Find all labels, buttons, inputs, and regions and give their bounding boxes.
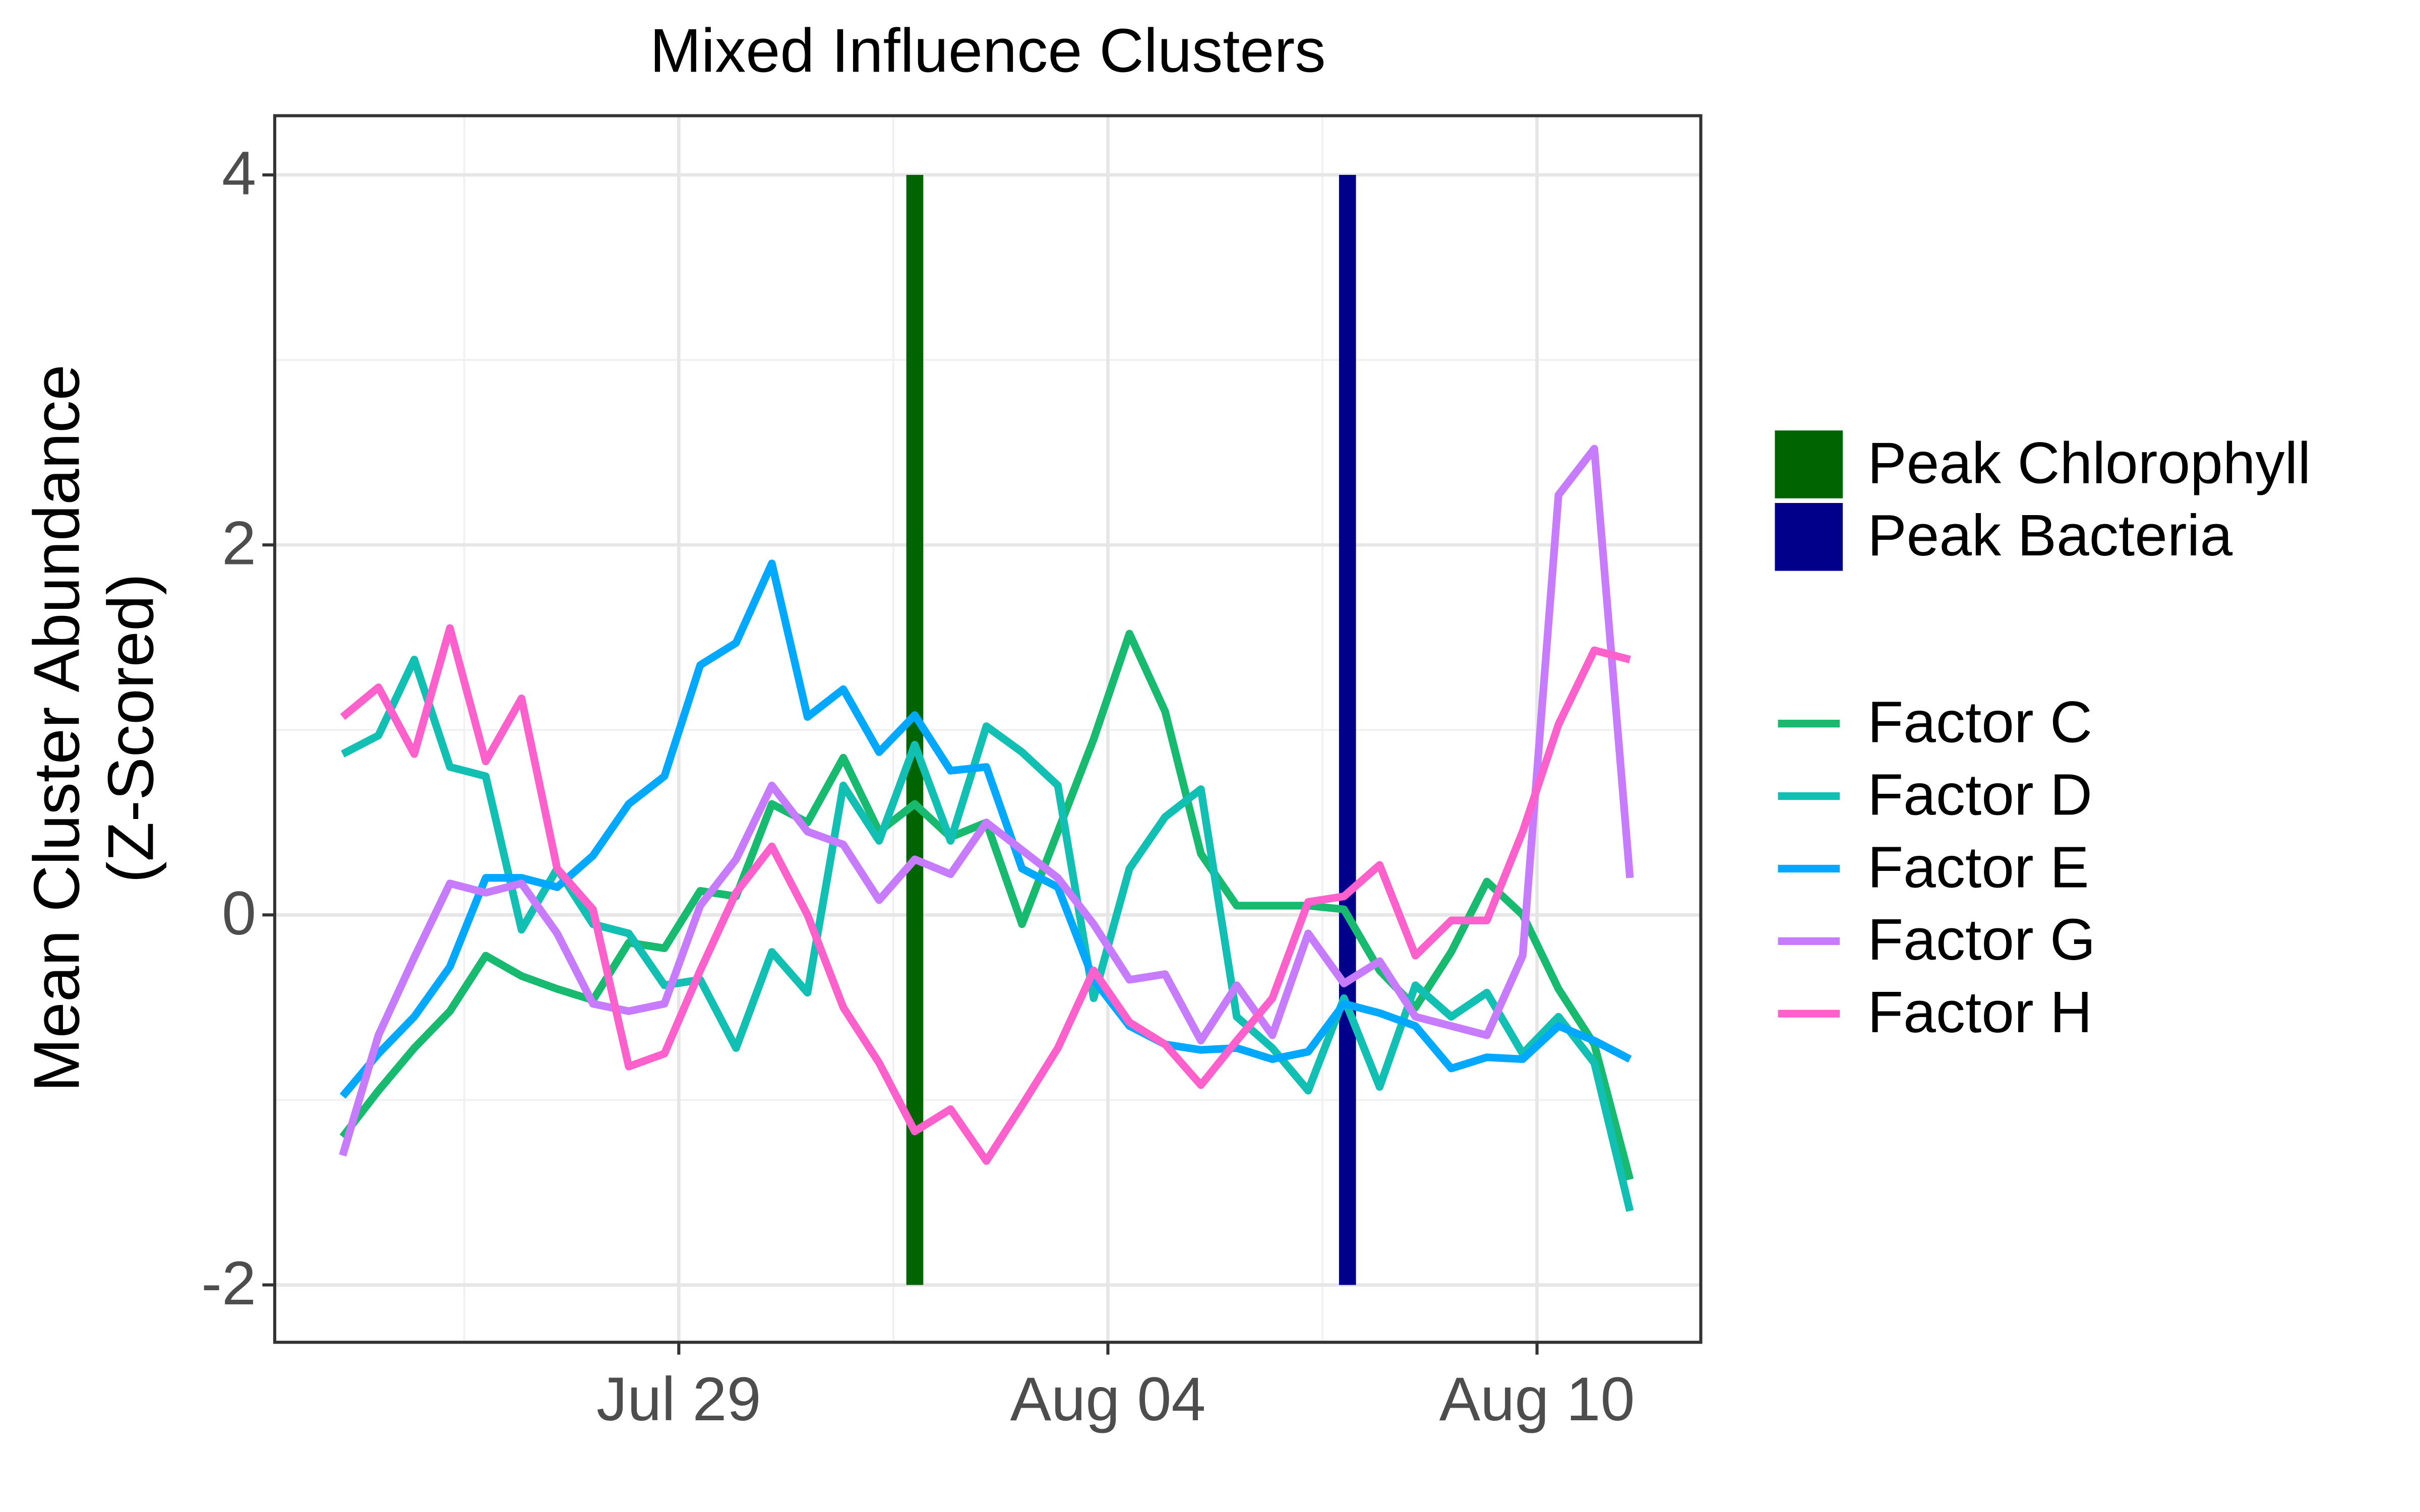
legend-label: Factor H xyxy=(1867,979,2092,1045)
y-axis-title: Mean Cluster Abundance (Z-Scored) xyxy=(21,364,167,1092)
y-tick-label: 2 xyxy=(222,509,256,578)
legend-label: Factor C xyxy=(1867,689,2092,755)
y-axis-title-line: Mean Cluster Abundance xyxy=(21,364,93,1092)
x-tick-label: Aug 10 xyxy=(1439,1364,1635,1433)
y-tick-label: 0 xyxy=(222,878,256,948)
x-tick-label: Jul 29 xyxy=(596,1364,761,1433)
plot-border xyxy=(273,114,1703,1344)
legend-label: Factor G xyxy=(1867,907,2095,972)
y-axis-title-line: (Z-Scored) xyxy=(95,574,167,883)
legend-label: Factor E xyxy=(1867,834,2089,900)
line-series xyxy=(339,559,1632,1099)
x-tick-label: Aug 04 xyxy=(1010,1364,1205,1433)
y-tick-label: 4 xyxy=(222,139,256,208)
legend-label: Peak Chlorophyll xyxy=(1867,430,2311,495)
y-tick-label: -2 xyxy=(201,1248,256,1317)
legend-swatch xyxy=(1775,430,1843,498)
legend-label: Peak Bacteria xyxy=(1867,502,2232,568)
legend-label: Factor D xyxy=(1867,762,2092,827)
legend-swatch xyxy=(1775,502,1843,571)
line-series xyxy=(340,624,1631,1165)
chart-title: Mixed Influence Clusters xyxy=(650,16,1326,85)
line-series xyxy=(339,445,1634,1157)
